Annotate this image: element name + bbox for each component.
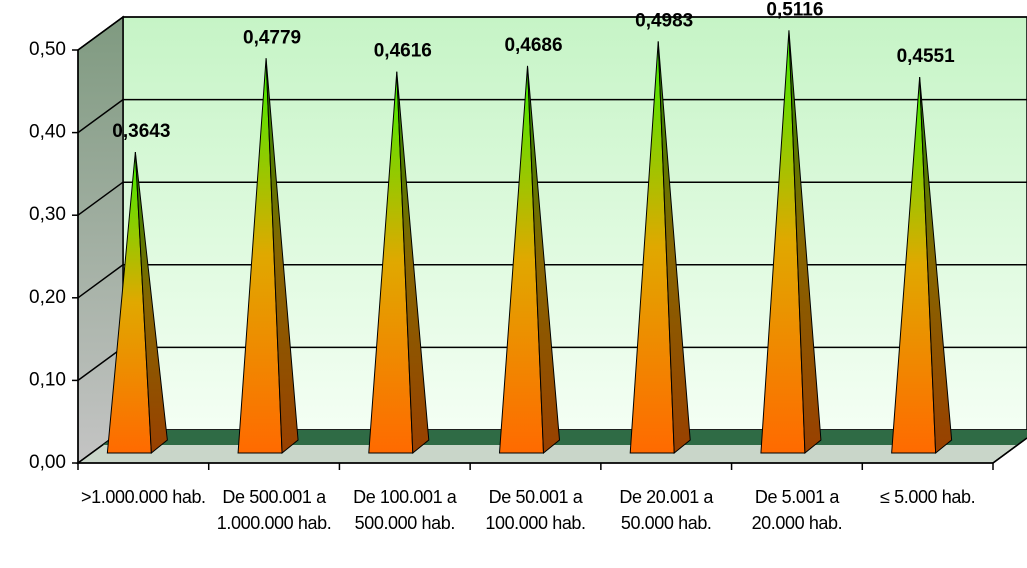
pyramid-side — [396, 71, 430, 455]
x-tick-label: >1.000.000 hab. — [81, 487, 206, 507]
y-tick-label: 0,30 — [29, 204, 66, 225]
y-tick-label: 0,50 — [29, 39, 66, 60]
value-label: 0,4686 — [504, 35, 562, 56]
x-tick-label: De 50.001 a 100.000 hab. — [485, 487, 586, 533]
value-label: 0,5116 — [766, 0, 823, 20]
y-tick-label: 0,00 — [29, 452, 66, 473]
pyramid-side — [527, 65, 561, 455]
value-label: 0,4616 — [374, 41, 432, 62]
value-label: 0,4779 — [243, 27, 301, 48]
grid-line — [77, 264, 1027, 299]
x-tick-label: De 20.001 a 50.000 hab. — [619, 487, 714, 533]
pyramid — [498, 65, 561, 455]
pyramid — [368, 71, 430, 455]
pyramid — [891, 77, 953, 455]
value-label: 0,4551 — [897, 46, 956, 67]
value-label: 0,3643 — [112, 121, 170, 142]
pyramid — [760, 30, 822, 455]
x-tick-label: De 500.001 a 1.000.000 hab. — [216, 487, 332, 533]
grid-line — [77, 98, 1027, 134]
pyramid-side — [657, 41, 691, 455]
pyramid-side — [788, 30, 822, 455]
x-tick-label: ≤ 5.000 hab. — [880, 487, 976, 507]
x-axis-depth — [992, 437, 1027, 464]
pyramid — [237, 58, 299, 455]
y-tick-label: 0,20 — [29, 287, 66, 308]
x-tick-label: De 5.001 a 20.000 hab. — [751, 487, 843, 533]
value-label: 0,4983 — [635, 10, 693, 31]
y-tick-label: 0,10 — [29, 369, 66, 390]
x-tick-label: De 100.001 a 500.000 hab. — [353, 487, 457, 533]
grid-line — [77, 181, 1027, 216]
pyramid — [629, 41, 691, 455]
pyramid-side — [919, 77, 953, 455]
pyramid-side — [265, 58, 299, 455]
pyramid — [106, 152, 168, 455]
y-tick-label: 0,40 — [29, 122, 66, 143]
pyramid-side — [134, 152, 168, 455]
grid-line — [77, 16, 1027, 51]
